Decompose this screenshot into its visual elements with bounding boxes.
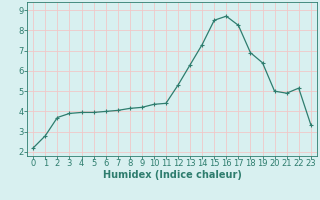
X-axis label: Humidex (Indice chaleur): Humidex (Indice chaleur) xyxy=(103,170,241,180)
